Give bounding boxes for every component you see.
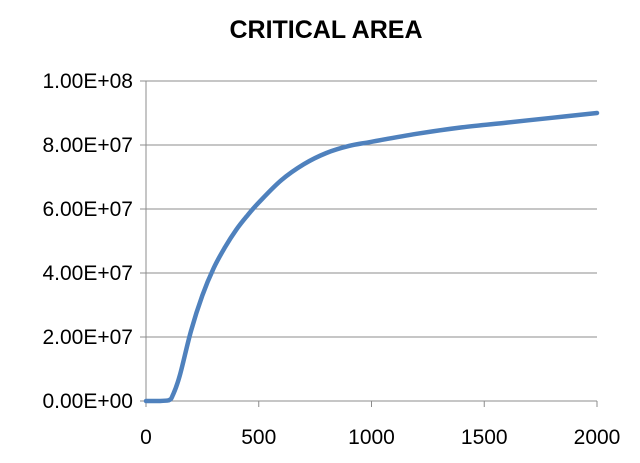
y-tick-labels: 0.00E+00 2.00E+07 4.00E+07 6.00E+07 8.00E+07… [42,70,133,413]
x-tick-label: 1500 [461,426,508,449]
series-layer [143,110,600,404]
x-tick-label: 1000 [348,426,395,449]
y-tick-label: 6.00E+07 [42,198,133,221]
y-tick-label: 2.00E+07 [42,326,133,349]
y-tick-label: 1.00E+08 [42,70,133,93]
x-tick-label: 500 [241,426,276,449]
chart-title: CRITICAL AREA [229,16,422,44]
y-tick-label: 4.00E+07 [42,262,133,285]
x-tick-label: 2000 [574,426,621,449]
series-line-0 [143,110,600,404]
axes [140,80,598,407]
x-tick-label: 0 [140,426,152,449]
x-tick-labels: 0 500 1000 1500 2000 [140,426,620,449]
grid-lines [146,80,597,402]
y-tick-label: 8.00E+07 [42,134,133,157]
y-tick-label: 0.00E+00 [42,390,133,413]
